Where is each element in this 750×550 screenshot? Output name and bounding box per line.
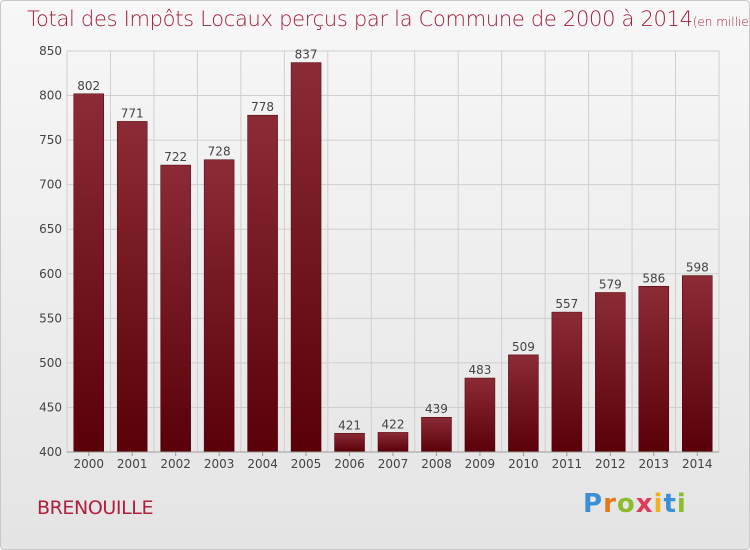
y-tick-label: 600: [39, 267, 62, 281]
x-tick-label: 2014: [682, 457, 713, 471]
bar: [290, 62, 322, 453]
bar: [508, 354, 539, 453]
x-tick-label: 2006: [334, 457, 365, 471]
proxiti-logo[interactable]: Proxiti: [583, 489, 687, 519]
chart-title: Total des Impôts Locaux perçus par la Co…: [27, 7, 749, 31]
y-tick-label: 450: [39, 400, 62, 414]
data-label: 728: [208, 145, 231, 159]
commune-name: BRENOUILLE: [37, 497, 154, 519]
bar: [551, 311, 583, 453]
data-label: 421: [338, 418, 361, 432]
bar: [377, 432, 409, 453]
bar: [203, 159, 235, 453]
y-tick-label: 700: [39, 178, 62, 192]
bar: [595, 292, 626, 453]
bar: [334, 433, 365, 453]
title-text: Total des Impôts Locaux perçus par la Co…: [27, 7, 693, 31]
y-tick-label: 850: [39, 44, 62, 58]
x-tick-label: 2008: [421, 457, 452, 471]
data-label: 837: [295, 48, 318, 62]
bar: [247, 114, 278, 453]
bar: [638, 286, 670, 453]
bar: [73, 93, 104, 453]
logo-letter: r: [603, 489, 617, 519]
bar: [464, 377, 496, 453]
y-tick-label: 550: [39, 311, 62, 325]
y-tick-label: 800: [39, 89, 62, 103]
x-tick-label: 2002: [160, 457, 191, 471]
data-label: 586: [642, 271, 665, 285]
x-tick-label: 2001: [117, 457, 148, 471]
x-tick-label: 2012: [595, 457, 626, 471]
data-label: 771: [121, 106, 144, 120]
title-unit: (en milliers d'€): [692, 15, 749, 29]
data-label: 802: [77, 79, 100, 93]
bar: [682, 275, 713, 453]
logo-letter: i: [676, 489, 687, 519]
x-tick-label: 2009: [465, 457, 496, 471]
data-label: 722: [164, 150, 187, 164]
logo-letter: i: [653, 489, 664, 519]
data-label: 509: [512, 340, 535, 354]
x-tick-label: 2000: [73, 457, 104, 471]
data-label: 598: [686, 261, 709, 275]
logo-letter: t: [663, 489, 677, 519]
x-tick-label: 2013: [639, 457, 670, 471]
x-tick-label: 2005: [291, 457, 322, 471]
data-label: 579: [599, 277, 622, 291]
bar: [421, 416, 452, 453]
logo-letter: P: [583, 489, 604, 519]
data-label: 557: [555, 297, 578, 311]
data-label: 483: [468, 363, 491, 377]
x-tick-label: 2011: [552, 457, 583, 471]
data-label: 422: [382, 417, 405, 431]
logo-letter: x: [635, 489, 654, 519]
x-tick-label: 2007: [378, 457, 409, 471]
data-label: 439: [425, 402, 448, 416]
y-tick-label: 750: [39, 133, 62, 147]
x-tick-label: 2004: [247, 457, 278, 471]
data-label: 778: [251, 100, 274, 114]
y-tick-label: 400: [39, 445, 62, 459]
logo-letter: o: [616, 489, 636, 519]
y-tick-label: 650: [39, 222, 62, 236]
x-tick-label: 2003: [204, 457, 235, 471]
bar: [160, 164, 191, 453]
y-tick-label: 500: [39, 356, 62, 370]
bar: [116, 121, 148, 453]
x-tick-label: 2010: [508, 457, 539, 471]
